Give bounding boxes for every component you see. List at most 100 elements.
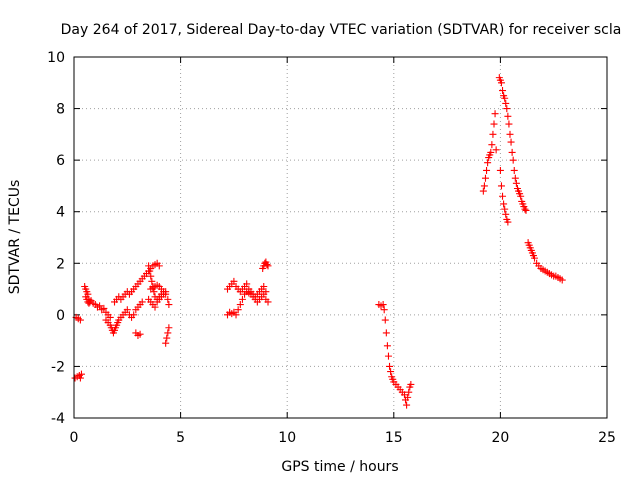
plot-frame (73, 56, 608, 419)
data-point (379, 301, 387, 309)
data-point (479, 187, 487, 195)
data-point (146, 267, 154, 275)
y-tick-label: 0 (56, 308, 65, 324)
data-point (162, 339, 170, 347)
y-tick-label: 10 (47, 50, 65, 66)
data-point (165, 324, 173, 332)
gridlines (74, 57, 607, 418)
x-tick-label: 15 (385, 430, 403, 446)
data-point (502, 210, 510, 218)
data-point (481, 174, 489, 182)
data-point (238, 295, 246, 303)
data-point (508, 148, 516, 156)
data-point (100, 304, 108, 312)
data-point (232, 311, 240, 319)
data-point (488, 141, 496, 149)
data-point (165, 301, 173, 309)
data-point (136, 330, 144, 338)
data-point (234, 306, 242, 314)
data-point (404, 393, 412, 401)
x-tick-label: 25 (598, 430, 616, 446)
data-point (381, 316, 389, 324)
data-point (507, 138, 515, 146)
x-tick-label: 20 (491, 430, 509, 446)
data-point (510, 166, 518, 174)
data-point (264, 262, 272, 270)
data-point (502, 99, 510, 107)
data-point (490, 120, 498, 128)
data-point (164, 295, 172, 303)
data-point (380, 306, 388, 314)
y-tick-label: 8 (56, 102, 65, 118)
data-point (522, 206, 530, 214)
data-point (86, 298, 94, 306)
data-point (499, 192, 507, 200)
x-tick-labels: 0 5 10 15 20 25 (70, 430, 616, 446)
axis-ticks (73, 56, 608, 419)
y-tick-label: -4 (51, 411, 65, 427)
data-point (76, 316, 84, 324)
data-point (509, 156, 517, 164)
data-point (77, 370, 85, 378)
data-point (262, 288, 270, 296)
data-point (382, 329, 390, 337)
data-point (405, 388, 413, 396)
data-point (164, 329, 172, 337)
data-point (387, 368, 395, 376)
data-point (230, 277, 238, 285)
data-point (503, 105, 511, 113)
x-tick-label: 0 (70, 430, 79, 446)
data-point (531, 254, 539, 262)
data-point (123, 306, 131, 314)
data-point (151, 303, 159, 311)
data-point (497, 79, 505, 87)
data-point (497, 182, 505, 190)
data-point (236, 301, 244, 309)
data-point (506, 130, 514, 138)
data-point (483, 166, 491, 174)
data-point (162, 290, 170, 298)
x-axis-label: GPS time / hours (281, 459, 398, 475)
data-point (403, 401, 411, 409)
data-point (484, 159, 492, 167)
data-point (263, 261, 271, 269)
y-tick-labels: -4 -2 0 2 4 6 8 10 (47, 50, 65, 427)
data-point (96, 302, 104, 310)
data-point (407, 380, 415, 388)
y-tick-label: -2 (51, 359, 65, 375)
chart-title: Day 264 of 2017, Sidereal Day-to-day VTE… (61, 22, 622, 38)
data-point (386, 362, 394, 370)
data-point (264, 298, 272, 306)
y-tick-label: 6 (56, 153, 65, 169)
data-point (496, 166, 504, 174)
data-point (491, 110, 499, 118)
data-point (76, 374, 84, 382)
data-point (260, 282, 268, 290)
x-tick-label: 5 (176, 430, 185, 446)
data-point (500, 200, 508, 208)
y-tick-label: 4 (56, 205, 65, 221)
x-tick-label: 10 (278, 430, 296, 446)
data-point (558, 276, 566, 284)
data-point (501, 205, 509, 213)
data-point (504, 112, 512, 120)
data-point (517, 192, 525, 200)
data-point (511, 174, 519, 182)
data-point (163, 334, 171, 342)
data-point (155, 262, 163, 270)
data-point (504, 218, 512, 226)
data-point (492, 146, 500, 154)
data-point (499, 87, 507, 95)
data-point (145, 262, 153, 270)
data-point (489, 130, 497, 138)
data-point (487, 148, 495, 156)
data-point (106, 313, 114, 321)
data-points (71, 74, 566, 409)
data-point (138, 298, 146, 306)
data-point (243, 280, 251, 288)
data-point (384, 352, 392, 360)
data-point (501, 94, 509, 102)
data-point (148, 277, 156, 285)
data-point (521, 205, 529, 213)
